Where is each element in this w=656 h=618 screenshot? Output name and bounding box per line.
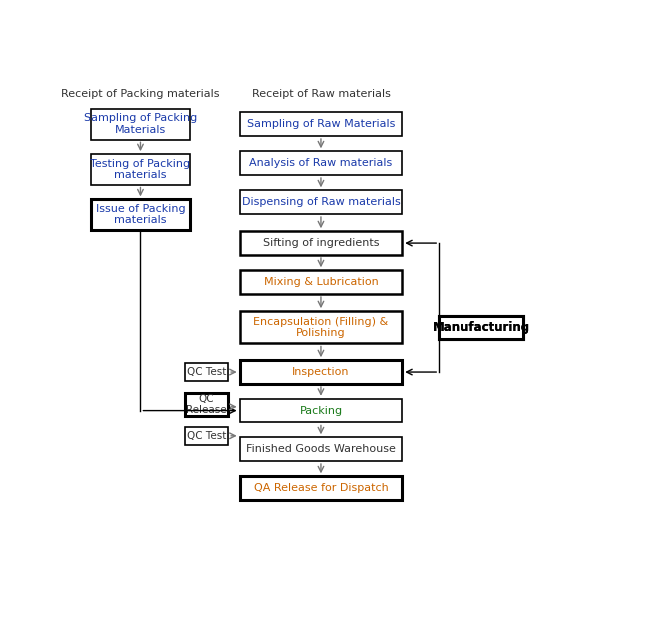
FancyBboxPatch shape xyxy=(91,199,190,230)
FancyBboxPatch shape xyxy=(239,438,402,461)
FancyBboxPatch shape xyxy=(239,190,402,214)
Text: QC Test: QC Test xyxy=(187,367,226,377)
Text: Encapsulation (Filling) &
Polishing: Encapsulation (Filling) & Polishing xyxy=(253,316,388,338)
FancyBboxPatch shape xyxy=(239,270,402,294)
FancyBboxPatch shape xyxy=(239,231,402,255)
FancyBboxPatch shape xyxy=(439,316,523,339)
Text: Sampling of Raw Materials: Sampling of Raw Materials xyxy=(247,119,395,129)
FancyBboxPatch shape xyxy=(439,316,523,339)
FancyBboxPatch shape xyxy=(239,112,402,136)
Text: Testing of Packing
materials: Testing of Packing materials xyxy=(91,159,190,180)
Text: Receipt of Packing materials: Receipt of Packing materials xyxy=(61,89,220,99)
Text: Analysis of Raw materials: Analysis of Raw materials xyxy=(249,158,392,168)
Text: Sampling of Packing
Materials: Sampling of Packing Materials xyxy=(84,113,197,135)
FancyBboxPatch shape xyxy=(91,154,190,185)
FancyBboxPatch shape xyxy=(239,399,402,423)
FancyBboxPatch shape xyxy=(239,360,402,384)
Text: Manufacturing: Manufacturing xyxy=(432,321,529,334)
Text: QA Release for Dispatch: QA Release for Dispatch xyxy=(254,483,388,493)
Text: Packing: Packing xyxy=(299,405,342,415)
Text: Inspection: Inspection xyxy=(292,367,350,377)
FancyBboxPatch shape xyxy=(91,109,190,140)
FancyBboxPatch shape xyxy=(239,311,402,344)
FancyBboxPatch shape xyxy=(185,393,228,416)
Text: Receipt of Raw materials: Receipt of Raw materials xyxy=(251,89,390,99)
Text: Sifting of ingredients: Sifting of ingredients xyxy=(262,238,379,248)
Text: Finished Goods Warehouse: Finished Goods Warehouse xyxy=(246,444,396,454)
FancyBboxPatch shape xyxy=(239,476,402,500)
FancyBboxPatch shape xyxy=(239,151,402,175)
Text: Mixing & Lubrication: Mixing & Lubrication xyxy=(264,277,379,287)
Text: QC Test: QC Test xyxy=(187,431,226,441)
Text: QC
Release: QC Release xyxy=(186,394,227,415)
Text: Manufacturing: Manufacturing xyxy=(432,321,529,334)
Text: Dispensing of Raw materials: Dispensing of Raw materials xyxy=(241,197,400,207)
FancyBboxPatch shape xyxy=(185,363,228,381)
Text: Issue of Packing
materials: Issue of Packing materials xyxy=(96,204,185,226)
FancyBboxPatch shape xyxy=(185,427,228,445)
